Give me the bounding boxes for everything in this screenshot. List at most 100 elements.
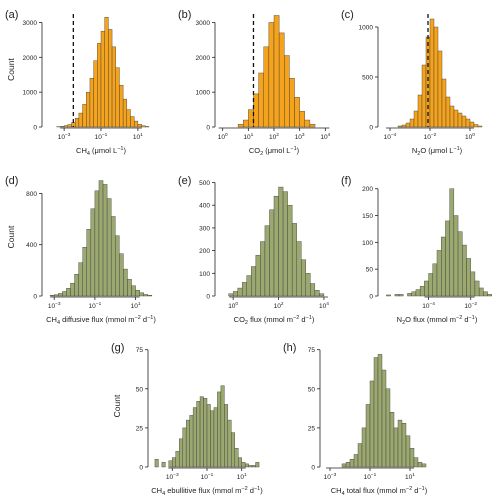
x-label-unit: total flux (mmol m	[345, 486, 406, 495]
x-tick-base: 10	[218, 134, 226, 141]
y-tick-label: 50	[308, 386, 316, 393]
x-tick-label: 10−1	[201, 472, 214, 481]
histogram-bar	[74, 273, 79, 297]
histogram-bar	[123, 268, 128, 297]
histogram-bar	[70, 282, 75, 297]
x-label-exponent: −2	[293, 315, 299, 321]
histogram-bar	[473, 124, 479, 128]
histogram-bar	[161, 462, 166, 468]
histogram-bar	[268, 22, 275, 128]
x-tick-label: 10−3	[48, 301, 61, 310]
x-tick-base: 10	[237, 474, 245, 481]
x-label-exponent-2: −1	[418, 486, 424, 492]
histogram-bar	[258, 72, 264, 128]
panel-label: (f)	[341, 175, 351, 187]
histogram-bar	[449, 188, 455, 297]
y-tick-label: 75	[136, 347, 144, 354]
x-tick-label: 10−3	[166, 472, 179, 481]
y-tick-label: 50	[366, 267, 374, 274]
histogram-bar	[237, 124, 244, 128]
x-tick-label: 101	[131, 301, 141, 310]
histogram-bar	[133, 120, 139, 128]
histogram-bar	[58, 293, 63, 297]
x-label-exponent: −2	[406, 486, 412, 492]
histogram-bar	[196, 401, 201, 468]
x-tick-label: 10−3	[58, 132, 71, 141]
y-tick-label: 800	[26, 191, 37, 198]
histogram-bar	[237, 287, 243, 297]
histogram-bar	[357, 443, 363, 468]
x-tick-base: 10	[89, 303, 97, 310]
histogram-bar	[248, 109, 254, 128]
histogram-bar	[465, 118, 471, 128]
histogram-bar	[106, 198, 112, 297]
y-tick-label: 1000	[196, 90, 211, 97]
histogram-bar	[449, 105, 455, 128]
histogram-bar	[213, 407, 218, 468]
histogram-bar	[437, 50, 443, 128]
histogram-bar	[304, 119, 311, 128]
x-tick-exponent: 0	[472, 132, 475, 138]
x-axis-label: N2O (μmol L−1)	[412, 146, 463, 157]
histogram-bar	[381, 369, 387, 468]
histogram-bar	[386, 294, 391, 297]
y-axis-label: Count	[112, 394, 122, 417]
histogram-bar	[108, 29, 113, 128]
histogram-bar	[361, 427, 367, 468]
x-tick-exponent: −1	[102, 132, 108, 138]
histogram-bar	[210, 410, 215, 468]
histogram-bar	[466, 258, 471, 297]
x-tick-label: 10−1	[95, 132, 108, 141]
histogram-bar	[93, 60, 98, 128]
x-tick-label: 100	[228, 301, 238, 310]
x-tick-base: 10	[384, 134, 392, 141]
x-label-unit: O (μmol L	[420, 146, 453, 155]
histogram-bar	[432, 263, 438, 297]
histogram-bar	[273, 15, 280, 128]
histogram-bar	[309, 124, 316, 128]
histogram-bar	[154, 458, 159, 468]
x-label-unit: ebullitive flux (mmol m	[165, 486, 241, 495]
histogram-bar	[74, 118, 80, 128]
x-label-subscript: 4	[342, 491, 345, 497]
histogram-bar	[115, 67, 120, 128]
y-tick-label: 2000	[196, 55, 211, 62]
histogram-bar	[393, 427, 399, 468]
histogram-bar	[228, 293, 234, 297]
y-tick-label: 0	[369, 294, 373, 301]
y-tick-label: 0	[369, 125, 373, 132]
histogram-bar	[100, 30, 105, 128]
x-label-subscript: 4	[162, 491, 165, 497]
x-label-end: )	[297, 146, 300, 155]
x-label-exponent-2: −1	[254, 486, 260, 492]
x-tick-label: 104	[319, 301, 329, 310]
x-label-main: CH	[46, 315, 57, 324]
y-tick-label: 500	[362, 75, 373, 82]
x-tick-exponent: 2	[281, 301, 284, 307]
histogram-bar	[477, 125, 483, 128]
x-label-exponent-2: −1	[306, 315, 312, 321]
x-label-main: CH	[76, 146, 87, 155]
histogram-bar	[119, 253, 124, 297]
histogram-bar	[78, 112, 83, 128]
x-tick-base: 10	[319, 303, 327, 310]
x-tick-label: 10−4	[422, 301, 435, 310]
x-label-exponent: −2	[456, 315, 462, 321]
x-tick-base: 10	[295, 134, 303, 141]
y-tick-label: 150	[362, 213, 373, 220]
histogram-bar	[453, 109, 459, 128]
x-tick-base: 10	[131, 303, 139, 310]
y-tick-label: 25	[136, 425, 144, 432]
x-label-exponent-2: −1	[147, 315, 153, 321]
histogram-bar	[429, 18, 435, 128]
histogram-bar	[436, 250, 442, 297]
y-tick-label: 1000	[23, 90, 38, 97]
x-tick-exponent: −4	[429, 301, 435, 307]
x-tick-label: 10−4	[384, 132, 397, 141]
histogram-bar	[405, 435, 411, 468]
histogram-bar	[409, 118, 415, 128]
x-tick-label: 100	[465, 132, 475, 141]
histogram-bar	[373, 357, 379, 468]
